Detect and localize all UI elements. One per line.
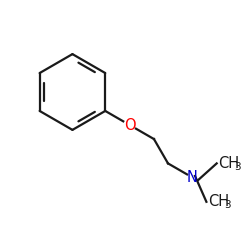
Text: CH: CH bbox=[218, 156, 239, 171]
Text: 3: 3 bbox=[224, 200, 231, 210]
Text: 3: 3 bbox=[234, 162, 241, 172]
Text: O: O bbox=[124, 118, 136, 132]
Text: N: N bbox=[187, 170, 198, 185]
Text: CH: CH bbox=[208, 194, 229, 209]
